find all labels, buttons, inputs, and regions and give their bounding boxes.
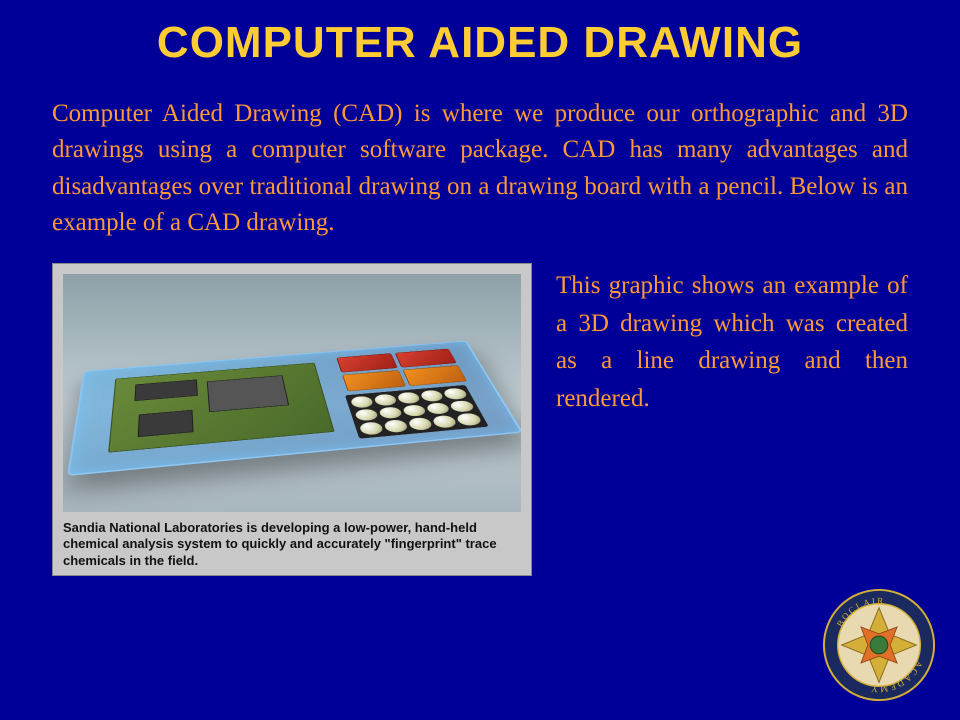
content-row: Sandia National Laboratories is developi… — [52, 263, 908, 576]
figure-caption: Sandia National Laboratories is developi… — [63, 520, 521, 569]
school-crest-icon: BOCLAIR ACADEMY — [820, 586, 938, 704]
page-title: COMPUTER AIDED DRAWING — [0, 0, 960, 68]
intro-paragraph: Computer Aided Drawing (CAD) is where we… — [52, 96, 908, 241]
cad-figure: Sandia National Laboratories is developi… — [52, 263, 532, 576]
cad-render-illustration — [63, 274, 521, 512]
side-paragraph: This graphic shows an example of a 3D dr… — [556, 263, 908, 576]
